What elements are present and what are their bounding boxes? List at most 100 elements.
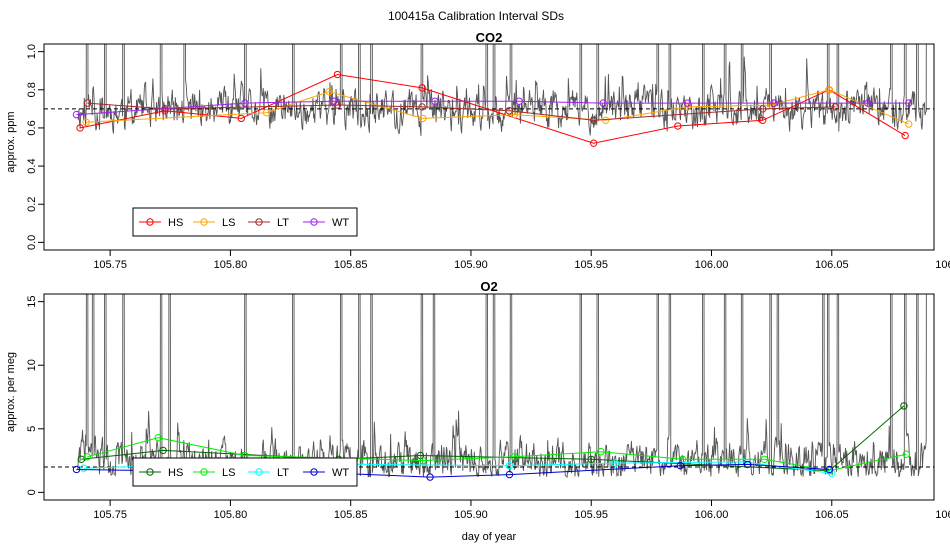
co2-x-tick-label: 105.95 xyxy=(574,259,608,271)
co2-y-axis-label: approx. ppm xyxy=(5,111,17,172)
co2-legend-ls-label: LS xyxy=(222,217,235,229)
o2-y-axis-label: approx. per meg xyxy=(5,352,17,432)
co2-series-ls-point xyxy=(419,114,427,123)
co2-x-tick-label: 106.10 xyxy=(935,259,950,271)
co2-series-wt-point xyxy=(683,99,692,107)
o2-legend-ls-label: LS xyxy=(222,467,235,479)
o2-x-tick-label: 105.80 xyxy=(214,509,248,521)
o2-plot-frame xyxy=(43,293,935,501)
co2-x-tick-label: 105.85 xyxy=(334,259,368,271)
co2-series-ls-point xyxy=(905,120,913,128)
co2-series-ls-point xyxy=(262,108,271,117)
o2-y-tick-label: 0 xyxy=(26,489,38,495)
co2-series-lt-point xyxy=(589,116,598,124)
o2-series-ls-point xyxy=(154,433,162,442)
o2-series-wt-point xyxy=(72,465,81,474)
o2-series-ls-line xyxy=(87,437,907,472)
o2-series-lt-point xyxy=(611,459,619,467)
co2-series-hs-point xyxy=(589,139,598,147)
co2-series-wt-point xyxy=(515,97,523,105)
o2-series-ls-point xyxy=(83,453,91,461)
x-axis-label: day of year xyxy=(462,531,517,543)
co2-title: CO2 xyxy=(476,30,503,45)
co2-series-hs-point xyxy=(418,84,426,92)
co2-series-ls-point xyxy=(825,86,834,94)
co2-series-ls-point xyxy=(601,116,610,124)
o2-series-wt-point xyxy=(743,460,752,469)
o2-legend-lt-label: LT xyxy=(277,467,289,479)
o2-panel: O2 approx. per meg 105.75 105.80 105.85 105… xyxy=(5,279,950,521)
o2-series-wt-point xyxy=(676,461,684,470)
o2-series-lt-point xyxy=(79,464,88,472)
co2-series-hs-point xyxy=(237,114,245,123)
co2-series-lt-line xyxy=(87,102,836,121)
o2-x-tick-label: 105.75 xyxy=(93,509,127,521)
co2-series-wt-point xyxy=(599,99,607,107)
co2-y-tick-label: 0.2 xyxy=(26,197,38,212)
o2-series-ls-point xyxy=(510,453,518,461)
co2-series-wt-point xyxy=(330,97,338,105)
o2-series-wt-point xyxy=(505,470,514,479)
co2-legend-hs-label: HS xyxy=(168,217,183,229)
co2-series-ls-point xyxy=(683,103,692,111)
o2-series-hs-point xyxy=(77,455,85,464)
co2-series-wt-point xyxy=(241,99,249,107)
o2-y-tick-label: 10 xyxy=(26,359,38,371)
co2-y-tick-label: 0.6 xyxy=(26,120,38,135)
o2-series-hs-point xyxy=(159,446,167,455)
o2-y-tick-label: 15 xyxy=(26,296,38,308)
co2-x-tick-label: 106.00 xyxy=(695,259,729,271)
co2-x-tick-label: 106.05 xyxy=(815,259,849,271)
co2-series-hs-point xyxy=(76,124,84,132)
co2-series-hs-point xyxy=(333,70,342,79)
o2-series-lt-point xyxy=(505,461,514,470)
co2-series-hs-point xyxy=(161,107,169,115)
co2-series-wt-point xyxy=(905,99,913,107)
o2-series-wt-point xyxy=(825,465,834,474)
o2-series-ls-point xyxy=(419,456,427,465)
co2-series-lt-point xyxy=(83,99,91,107)
co2-x-tick-label: 105.90 xyxy=(454,259,488,271)
co2-series-lt-point xyxy=(505,107,513,115)
co2-series-hs-point xyxy=(759,116,767,124)
co2-y-tick-label: 1.0 xyxy=(26,44,38,59)
co2-legend: HS LS LT WT xyxy=(132,207,358,237)
o2-x-tick-label: 105.90 xyxy=(454,509,488,521)
o2-series-hs-point xyxy=(587,455,595,464)
co2-series-hs-point xyxy=(901,131,909,140)
o2-series-ls-point xyxy=(760,455,769,464)
co2-y-tick-label: 0.4 xyxy=(26,158,38,173)
co2-series-ls-point xyxy=(82,118,90,126)
co2-series-wt-point xyxy=(770,99,778,107)
co2-x-tick-label: 105.75 xyxy=(93,259,127,271)
o2-title: O2 xyxy=(480,279,497,294)
o2-x-tick-label: 105.85 xyxy=(334,509,368,521)
co2-raw-trace xyxy=(77,44,927,136)
co2-series-lt-point xyxy=(831,103,840,111)
o2-x-tick-label: 106.05 xyxy=(815,509,849,521)
co2-series-wt-point xyxy=(431,97,439,105)
o2-series-hs-point xyxy=(900,402,908,410)
o2-raw-trace xyxy=(77,294,927,479)
figure-suptitle: 100415a Calibration Interval SDs xyxy=(388,9,564,23)
co2-plot-frame xyxy=(43,43,935,251)
o2-series-ls-point xyxy=(597,447,605,456)
co2-series-lt-point xyxy=(418,103,426,111)
o2-y-tick-label: 5 xyxy=(26,426,38,432)
o2-legend-hs-label: HS xyxy=(168,467,183,479)
co2-legend-lt-label: LT xyxy=(277,217,289,229)
o2-series-lt-point xyxy=(828,469,836,477)
co2-series-ls-point xyxy=(325,87,333,96)
co2-series-wt-line xyxy=(76,100,909,116)
co2-series-hs-point xyxy=(674,122,682,130)
co2-panel: CO2 approx. ppm 105.75 105.80 105.85 105.90… xyxy=(5,30,950,271)
o2-x-tick-label: 106.00 xyxy=(695,509,729,521)
co2-x-tick-label: 105.80 xyxy=(214,259,248,271)
o2-legend: HS LS LT WT xyxy=(132,457,358,487)
co2-y-tick-label: 0.8 xyxy=(26,82,38,97)
co2-series-hs-line xyxy=(80,73,906,144)
o2-series-wt-point xyxy=(426,473,434,481)
o2-series-ls-point xyxy=(902,450,911,458)
co2-series-lt-point xyxy=(759,105,767,113)
